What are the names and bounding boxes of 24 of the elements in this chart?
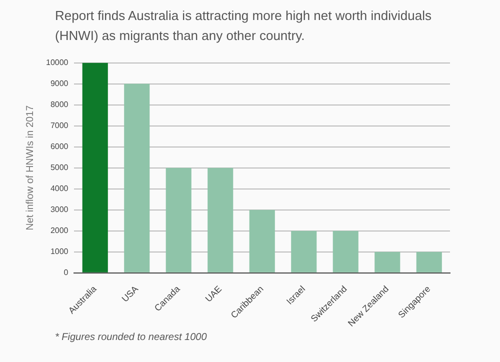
y-tick-label: 2000 <box>50 226 69 236</box>
bar <box>166 168 192 272</box>
text: * Figures rounded to nearest 1000 <box>55 332 207 343</box>
y-tick-label: 9000 <box>50 79 69 88</box>
y-tick-label: 8000 <box>50 100 69 110</box>
bar <box>332 230 358 272</box>
bar <box>416 252 442 272</box>
bar <box>124 84 150 272</box>
bar <box>249 210 275 272</box>
bar <box>82 62 108 272</box>
y-tick-label: 1000 <box>50 247 69 256</box>
bar <box>208 168 234 272</box>
y-tick-label: 4000 <box>50 184 69 194</box>
y-tick-label: 0 <box>64 268 69 278</box>
chart-title: Report finds Australia is attracting more high net worth individuals (HNWI) as migrants than any other country. <box>55 7 432 45</box>
y-tick-label: 7000 <box>50 121 69 130</box>
bar <box>374 252 400 272</box>
y-tick-label: 6000 <box>50 142 69 152</box>
y-tick-label: 3000 <box>50 205 69 214</box>
y-axis-title: Net inflow of HNWIs in 2017 <box>24 104 36 230</box>
x-tick-label: USA <box>120 284 140 304</box>
y-tick-label: 10000 <box>46 58 69 68</box>
bar <box>291 230 317 272</box>
y-tick-label: 5000 <box>50 163 69 172</box>
